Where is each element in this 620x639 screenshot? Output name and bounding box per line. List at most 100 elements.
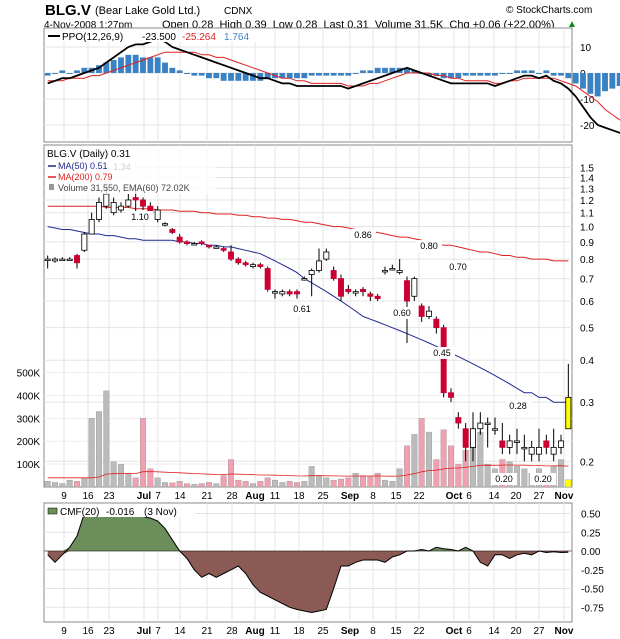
volume-bar [279,482,286,488]
candle-body [235,258,242,264]
ppo-histogram-bar [550,73,557,76]
x-tick-label-bottom: 8 [370,626,376,637]
volume-bar [235,479,242,488]
x-tick-label-bottom: Aug [245,626,264,637]
volume-bar [477,431,484,488]
x-tick-label-top: 8 [370,491,376,502]
ppo-histogram-bar [345,73,352,76]
volume-bar [448,445,454,488]
ppo-histogram-bar [250,73,256,81]
price-annotation: 1.10 [131,212,149,222]
candle-body [176,236,183,243]
candle-body [389,268,396,271]
cmf-panel: 0.50 0.25 0.00 -0.25 -0.50 -0.75 CMF(20) -0.016… [43,502,604,623]
ppo-histogram-bar [242,73,249,81]
price-annotation-bg [289,303,315,315]
volume-bar [316,475,322,488]
price-annotation-bg [350,229,376,241]
ma50-line [47,226,569,403]
x-tick-label-bottom: 22 [413,626,425,637]
x-tick-label-top: 14 [488,491,500,502]
price-annotation: 0.45 [433,348,451,358]
candle-body [418,305,425,317]
ppo-histogram-bar [455,73,462,79]
price-annotation-bg [389,307,415,319]
ppo-histogram-bar [330,73,337,76]
candle-body [550,446,557,455]
ppo-histogram-bar [118,57,124,73]
ppo-histogram-bar [411,70,418,73]
volume-bar [220,475,227,488]
ppo-histogram-bar [360,70,366,73]
price-annotation: 0.20 [495,474,513,484]
ppo-histogram-bar [404,67,410,73]
ppo-histogram-bar [103,62,110,73]
candle-body [330,270,337,279]
ppo-histogram-bar [235,73,242,81]
ma200-legend-label: MA(200) 0.79 [58,172,113,182]
volume-bar [521,468,528,488]
ppo-histogram-bar [198,73,205,76]
price-annotation-bg [127,211,153,223]
x-tick-label-bottom: 21 [201,626,213,637]
candle-body [470,428,476,448]
exchange-label: CDNX [224,6,253,17]
x-tick-label-top: 21 [201,491,213,502]
price-tick-label: 0.3 [580,398,594,409]
x-tick-label-top: 25 [317,491,329,502]
ppo-histogram-bar [228,73,234,81]
ppo-legend-hist: 1.764 [224,32,249,43]
ppo-histogram-bar [484,73,491,76]
candle-body [294,291,300,295]
ppo-histogram-bar [323,73,330,76]
ppo-histogram-bar [206,73,212,79]
price-legend-title: BLG.V (Daily) 0.31 [47,149,131,160]
volume-bar [66,479,73,488]
price-annotation: 0.20 [534,474,552,484]
copyright: © StockCharts.com [506,5,593,16]
ppo-histogram-bar [609,73,616,89]
candle-body [323,251,330,260]
price-annotation: 0.70 [449,262,467,272]
volume-ema-line [47,464,569,479]
candle-body [316,260,322,271]
ppo-histogram-bar [264,73,271,79]
x-tick-label-bottom: Nov [555,626,574,637]
candle-body [88,219,95,235]
candle-body [191,243,198,246]
cmf-legend-swatch [47,507,58,515]
ppo-histogram-bar [44,73,51,76]
x-tick-label-top: 11 [270,491,281,502]
volume-bar [308,466,315,488]
volume-bar [125,473,132,488]
volume-bar [206,482,212,488]
volume-tick-label: 500K [17,369,41,380]
ppo-histogram-bar [521,70,528,73]
cmf-tick-label: -0.25 [581,566,604,577]
ppo-histogram-bar [176,70,183,73]
ppo-histogram-bar [616,73,620,86]
cmf-tick-label: 0.25 [581,528,601,539]
volume-bar [367,476,374,488]
volume-bar [301,481,308,488]
ppo-histogram-bar [162,62,168,73]
ppo-histogram-bar [367,70,374,73]
volume-bar [389,481,396,488]
candle-body [286,291,293,295]
candle-body [125,199,132,207]
candle-body [345,288,352,293]
candle-body [433,318,440,329]
volume-bar [154,477,161,488]
volume-bar [59,483,66,488]
ppo-tick-label: -20 [580,121,595,132]
x-tick-label-bottom: Sep [341,626,359,637]
ppo-histogram-bar [506,73,513,74]
volume-bar [352,473,359,488]
volume-bar [382,479,388,488]
ppo-histogram-bar [477,73,484,76]
ppo-histogram-bar [110,60,117,73]
volume-bar [455,463,462,488]
cmf-tick-label: -0.75 [581,603,604,614]
ppo-histogram-bar [514,70,520,73]
ppo-histogram-bar [587,73,594,94]
